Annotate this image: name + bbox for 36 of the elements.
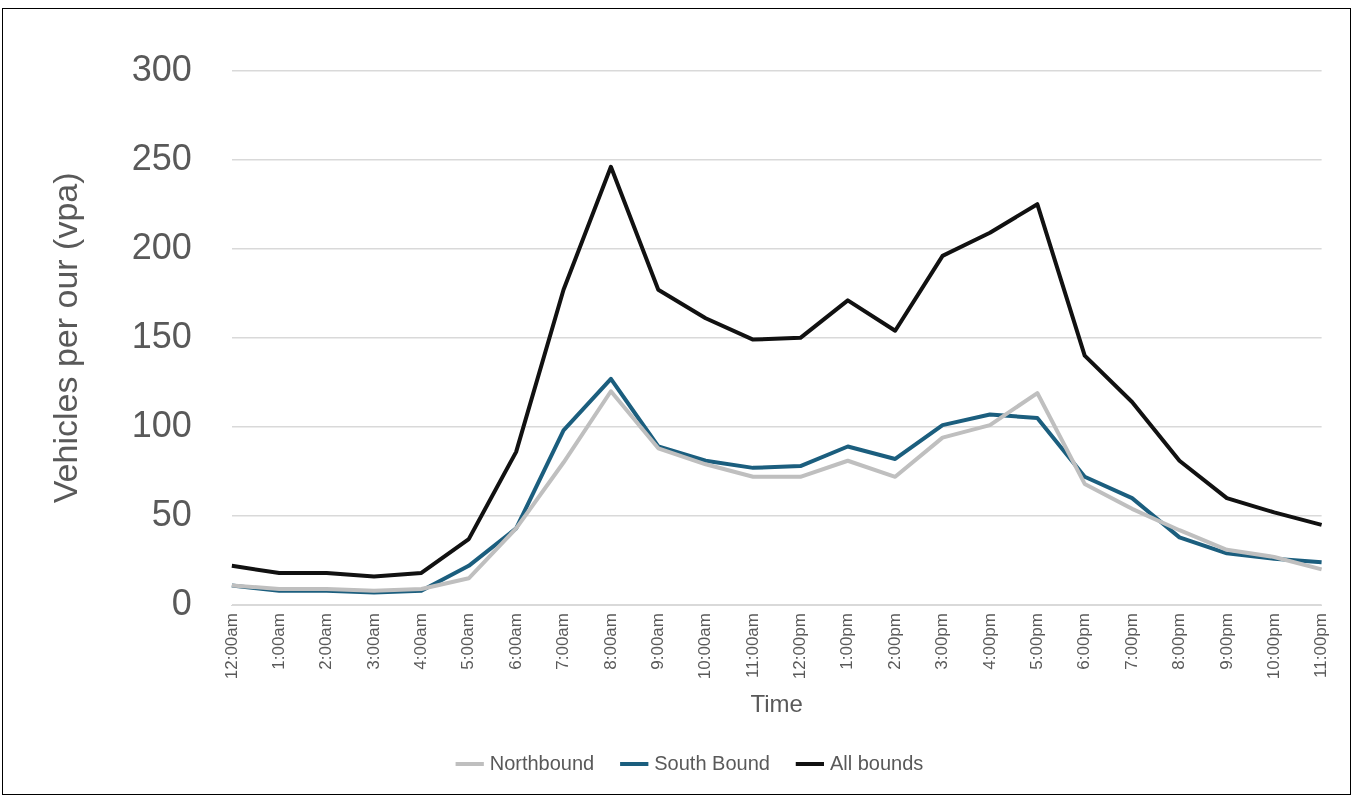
x-tick-label: 1:00am: [268, 613, 288, 670]
x-tick-label: 12:00am: [221, 613, 241, 680]
x-tick-label: 7:00am: [553, 613, 573, 670]
x-tick-label: 10:00am: [695, 613, 715, 680]
x-tick-label: 12:00pm: [790, 613, 810, 680]
x-tick-label: 11:00pm: [1311, 613, 1331, 678]
x-tick-label: 9:00pm: [1216, 613, 1236, 670]
x-tick-label: 5:00pm: [1027, 613, 1047, 670]
x-tick-label: 6:00pm: [1074, 613, 1094, 670]
x-tick-label: 10:00pm: [1263, 613, 1283, 680]
y-tick-label: 100: [131, 403, 192, 445]
x-tick-label: 4:00pm: [979, 613, 999, 670]
x-tick-label: 7:00pm: [1121, 613, 1141, 670]
legend-label: South Bound: [654, 751, 770, 774]
y-tick-label: 200: [131, 225, 192, 267]
y-axis-title: Vehicles per our (vpa): [45, 172, 84, 504]
y-tick-label: 150: [131, 314, 192, 356]
x-tick-label: 2:00am: [316, 613, 336, 670]
x-tick-label: 9:00am: [647, 613, 667, 670]
x-tick-label: 4:00am: [411, 613, 431, 670]
y-tick-label: 0: [171, 581, 192, 623]
x-tick-label: 3:00pm: [932, 613, 952, 670]
x-tick-label: 8:00am: [600, 613, 620, 670]
x-axis-title: Time: [750, 690, 803, 718]
y-tick-label: 250: [131, 136, 192, 178]
x-tick-label: 1:00pm: [837, 613, 857, 670]
y-tick-label: 300: [131, 47, 192, 89]
x-tick-label: 5:00am: [458, 613, 478, 670]
legend-label: All bounds: [829, 751, 924, 774]
x-tick-label: 2:00pm: [884, 613, 904, 670]
y-tick-label: 50: [151, 492, 192, 534]
x-tick-label: 6:00am: [505, 613, 525, 670]
legend-label: Northbound: [489, 751, 595, 774]
x-tick-label: 8:00pm: [1169, 613, 1189, 670]
x-tick-label: 11:00am: [742, 613, 762, 678]
x-tick-label: 3:00am: [363, 613, 383, 670]
